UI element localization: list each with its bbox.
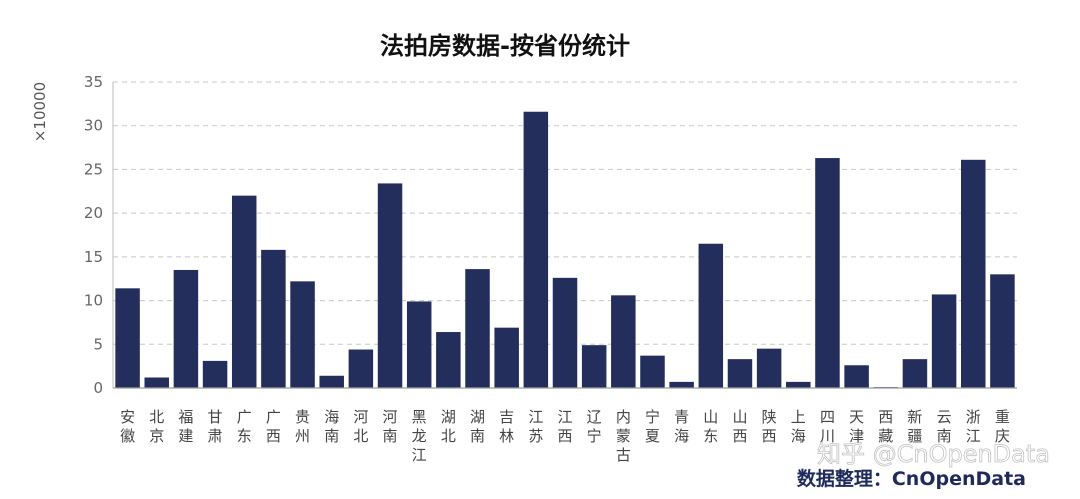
y-tick-label: 25	[84, 160, 103, 178]
bar	[202, 360, 228, 388]
y-tick-label: 0	[93, 379, 103, 397]
bar	[552, 277, 578, 388]
x-tick-label: 贵州	[295, 408, 310, 445]
bar	[465, 269, 490, 388]
bars	[115, 111, 1015, 389]
bar	[348, 349, 374, 388]
x-tick-label: 甘肃	[208, 408, 223, 445]
x-tick-label: 海南	[324, 408, 339, 445]
bar	[261, 249, 286, 388]
x-tick-label: 黑龙江	[412, 408, 427, 464]
data-credit: 数据整理：CnOpenData	[797, 467, 1026, 490]
bar	[406, 301, 432, 388]
bar	[319, 375, 344, 388]
x-tick-label: 河北	[353, 408, 368, 445]
bar	[581, 345, 607, 388]
bar	[377, 183, 403, 388]
bar	[290, 281, 315, 388]
bar	[698, 243, 724, 388]
bar	[173, 269, 199, 388]
x-tick-label: 辽宁	[587, 408, 602, 445]
bar	[902, 359, 928, 388]
bar	[844, 365, 869, 388]
x-tick-label: 青海	[674, 408, 689, 445]
x-tick-label: 江西	[557, 408, 572, 445]
x-tick-label: 山西	[732, 408, 747, 445]
x-tick-label: 广东	[237, 408, 252, 445]
x-tick-label: 安徽	[120, 408, 135, 445]
watermark-text: 知乎 @CnOpenData	[817, 440, 1050, 468]
bar	[231, 195, 257, 388]
y-tick-label: 10	[84, 292, 103, 310]
x-tick-label: 江苏	[528, 408, 543, 445]
x-tick-label: 宁夏	[645, 408, 660, 445]
x-tick-label: 云南	[937, 408, 952, 445]
y-tick-label: 20	[84, 204, 103, 222]
bar	[669, 381, 694, 388]
bar	[990, 274, 1015, 388]
x-tick-label: 山东	[703, 408, 718, 445]
bar	[815, 158, 840, 388]
bar	[640, 355, 665, 388]
x-tick-label: 北京	[149, 408, 164, 445]
bar	[436, 332, 461, 388]
y-axis-ticks: 0 5 10 15 20 25 30 35	[84, 73, 103, 397]
bar	[523, 111, 549, 389]
x-axis-labels: 安徽北京福建甘肃广东广西贵州海南河北河南黑龙江湖北湖南吉林江苏江西辽宁内蒙古宁夏…	[120, 408, 1010, 464]
bar	[144, 377, 169, 388]
bar	[611, 295, 636, 388]
x-tick-label: 四川	[820, 408, 835, 445]
y-tick-label: 35	[84, 73, 103, 91]
x-tick-label: 重庆	[995, 408, 1010, 445]
x-tick-label: 西藏	[878, 408, 893, 445]
chart-title: 法拍房数据-按省份统计	[380, 32, 630, 60]
x-tick-label: 上海	[791, 408, 806, 445]
x-tick-label: 浙江	[966, 408, 981, 445]
x-tick-label: 广西	[266, 408, 281, 445]
y-tick-label: 30	[84, 117, 103, 135]
bar	[786, 381, 811, 388]
bar	[931, 294, 957, 388]
bar	[756, 348, 782, 388]
y-axis-label: ×10000	[31, 82, 49, 142]
x-tick-label: 新疆	[907, 408, 922, 445]
bar	[961, 159, 986, 388]
bar	[494, 327, 519, 388]
y-tick-label: 15	[84, 248, 103, 266]
bar	[727, 359, 753, 388]
x-tick-label: 吉林	[499, 408, 514, 445]
x-tick-label: 陕西	[762, 408, 777, 445]
x-tick-label: 福建	[178, 408, 193, 445]
x-tick-label: 湖北	[441, 408, 456, 445]
bar	[115, 288, 140, 388]
y-tick-label: 5	[93, 335, 103, 353]
x-tick-label: 河南	[383, 408, 398, 445]
x-tick-label: 湖南	[470, 408, 485, 445]
x-tick-label: 天津	[849, 408, 864, 445]
x-tick-label: 内蒙古	[616, 408, 631, 464]
